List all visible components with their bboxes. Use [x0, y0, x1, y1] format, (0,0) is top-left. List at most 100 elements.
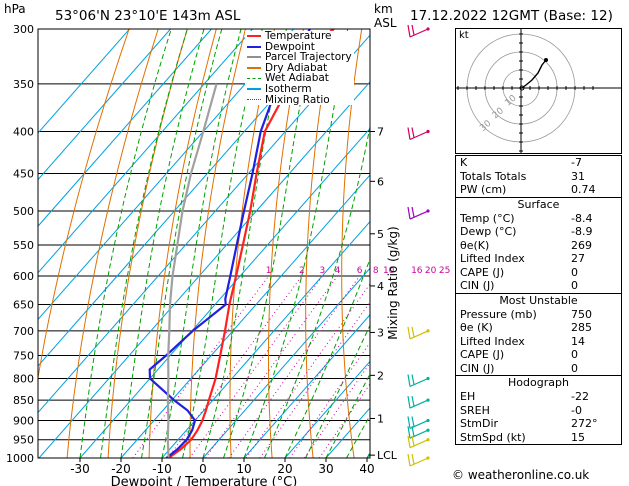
- dry-adiabat: [148, 29, 217, 458]
- section-title: Hodograph: [456, 375, 621, 390]
- index-label: Lifted Index: [460, 252, 525, 265]
- isotherm: [161, 220, 370, 458]
- dewpoint-line: [148, 29, 311, 458]
- wind-barb-shaft: [409, 439, 429, 449]
- wind-barb: [407, 24, 430, 38]
- legend-label: Isotherm: [265, 82, 312, 95]
- isotherm: [202, 267, 370, 458]
- x-tick-label: 30: [318, 462, 333, 476]
- wet-adiabat: [325, 373, 370, 458]
- wet-adiabat: [120, 29, 205, 458]
- wind-barb-dot: [426, 27, 430, 31]
- legend-swatch: [247, 45, 261, 48]
- dry-adiabat: [341, 29, 363, 458]
- mixing-ratio-label: 8: [373, 266, 379, 276]
- index-row: CAPE (J) 0: [456, 348, 621, 362]
- dry-adiabat: [66, 29, 159, 458]
- index-row: Pressure (mb) 750: [456, 308, 621, 322]
- pressure-tick-label: 800: [13, 372, 34, 385]
- height-tick-label: 4: [377, 280, 384, 293]
- x-axis-label: Dewpoint / Temperature (°C): [111, 475, 298, 486]
- wind-barb: [407, 326, 430, 340]
- x-tick-label: -30: [70, 462, 90, 476]
- pressure-tick-label: 550: [13, 239, 34, 252]
- wind-barb-flag: [407, 24, 411, 38]
- index-value: 0: [571, 348, 578, 361]
- wind-barb-flag: [407, 453, 411, 467]
- mixing-ratio-label: 25: [439, 266, 450, 276]
- wind-barb-dot: [426, 456, 430, 460]
- index-row: Totals Totals 31: [456, 170, 621, 184]
- legend-label: Dewpoint: [265, 40, 315, 53]
- index-label: K: [460, 156, 468, 169]
- legend-swatch: [247, 67, 261, 70]
- index-row: CAPE (J) 0: [456, 266, 621, 280]
- index-label: StmSpd (kt): [460, 430, 526, 444]
- dry-adiabat: [410, 29, 436, 458]
- parcel-trajectory-line: [166, 83, 218, 458]
- wind-barb-shaft: [409, 28, 429, 38]
- hodograph-trace: [521, 59, 547, 89]
- diagram-grid: [38, 29, 436, 458]
- legend-item: Isotherm: [247, 84, 352, 95]
- pressure-axis-unit: hPa: [4, 2, 26, 16]
- wind-barb-flag: [411, 206, 415, 218]
- legend: Temperature Dewpoint Parcel Trajectory Dry …: [245, 30, 354, 106]
- index-row: Temp (°C) -8.4: [456, 212, 621, 226]
- legend-item: Parcel Trajectory: [247, 52, 352, 63]
- wind-barb-flag: [407, 435, 411, 448]
- index-value: 269: [571, 238, 592, 252]
- legend-item: Mixing Ratio: [247, 94, 352, 106]
- wind-barb-dot: [426, 438, 430, 442]
- wet-adiabat: [264, 124, 370, 458]
- wind-barb: [407, 374, 430, 388]
- index-label: CAPE (J): [460, 265, 505, 279]
- wind-barb-flag: [407, 326, 411, 340]
- mixing-ratio-line: [259, 301, 370, 458]
- pressure-tick-label: 500: [13, 205, 34, 218]
- index-value: 750: [571, 307, 592, 321]
- height-tick-label: 5: [377, 228, 384, 241]
- mixing-ratio-label: 16: [411, 266, 423, 276]
- index-label: θe (K): [460, 321, 493, 334]
- profile-lines: [148, 29, 334, 458]
- mixing-ratio-line: [167, 275, 303, 458]
- date-title: 17.12.2022 12GMT (Base: 12): [410, 8, 613, 24]
- wind-barb-shaft: [409, 457, 429, 467]
- index-row: Dewp (°C) -8.9: [456, 225, 621, 239]
- mixing-ratio-label: 1: [266, 266, 272, 276]
- pressure-tick-label: 850: [13, 394, 34, 407]
- wind-barb-shaft: [409, 210, 429, 220]
- wind-barb: [407, 395, 430, 409]
- axes: 3003504004505005506006507007508008509009…: [6, 23, 450, 486]
- x-tick-label: -10: [152, 462, 172, 476]
- legend-label: Temperature: [265, 30, 332, 42]
- wind-barb-flag: [411, 435, 415, 446]
- wind-barb-flag: [411, 426, 415, 437]
- wind-barb-dot: [426, 398, 430, 402]
- hodograph-ring-label: 20: [491, 106, 506, 121]
- pressure-tick-label: 400: [13, 126, 34, 139]
- x-tick-label: -20: [111, 462, 131, 476]
- wind-barb-flag: [411, 374, 415, 385]
- index-value: 27: [571, 252, 585, 265]
- wind-barb: [407, 416, 430, 430]
- isotherm: [38, 29, 212, 227]
- wet-adiabat: [223, 29, 315, 458]
- legend-item: Wet Adiabat: [247, 73, 352, 84]
- wet-adiabat: [182, 29, 263, 458]
- index-value: 0: [571, 361, 578, 375]
- isotherm: [79, 127, 370, 458]
- pressure-tick-label: 900: [13, 414, 34, 427]
- hodograph-ring-label: 10: [503, 93, 518, 108]
- pressure-tick-label: 700: [13, 325, 34, 338]
- mixing-ratio-line: [132, 275, 270, 458]
- index-label: PW (cm): [460, 183, 507, 196]
- wind-barb-shaft: [409, 330, 429, 340]
- wind-barb-flag: [407, 395, 411, 409]
- isotherm: [38, 29, 130, 134]
- index-row: CIN (J) 0: [456, 279, 621, 293]
- index-label: Lifted Index: [460, 334, 525, 348]
